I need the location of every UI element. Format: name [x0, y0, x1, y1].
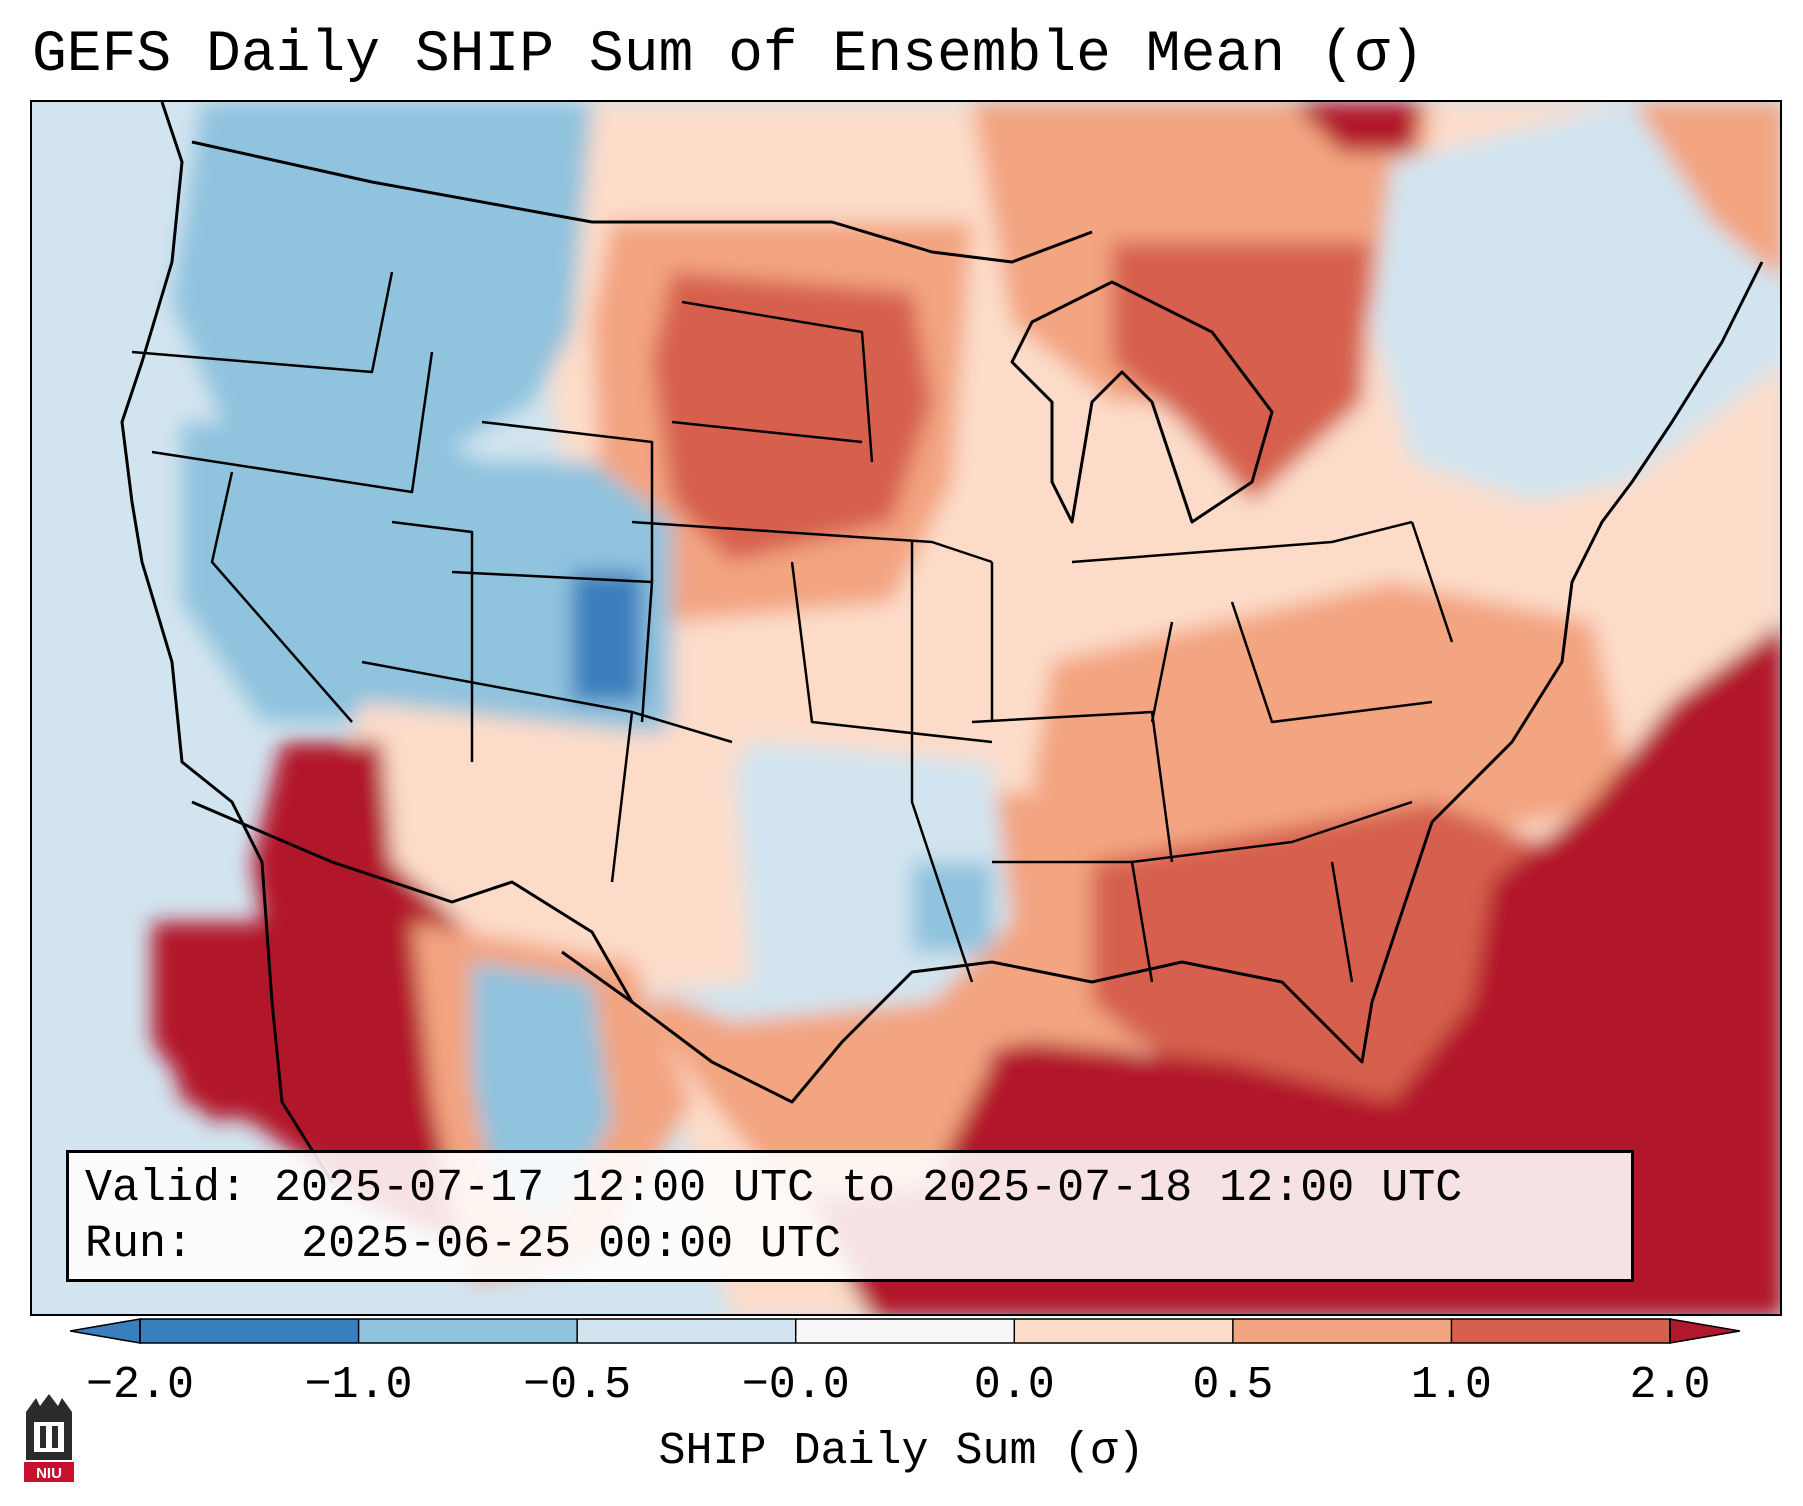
boundaries — [120, 102, 1764, 1183]
region-texas-south — [652, 962, 992, 1202]
gulf-coastline — [561, 821, 1434, 1104]
colorbar-tick-label: 0.0 — [973, 1360, 1055, 1411]
valid-label: Valid: — [85, 1163, 248, 1214]
colorbar-tick-label: −1.0 — [304, 1360, 413, 1411]
niu-logo-text: NIU — [36, 1465, 62, 1482]
colorbar-segment — [1014, 1319, 1234, 1343]
region-gulf-atlantic — [792, 624, 1780, 1314]
colorbar-label: SHIP Daily Sum (σ) — [658, 1426, 1145, 1477]
region-mexico-red — [152, 742, 512, 1242]
colorbar-tick-label: 1.0 — [1410, 1360, 1492, 1411]
colorbar-extend-high — [1669, 1318, 1740, 1344]
niu-logo-icon: NIU — [24, 1394, 74, 1482]
colorbar-segment — [1232, 1319, 1452, 1343]
colorbar-extend-low — [70, 1318, 141, 1344]
region-baja-offshore — [152, 922, 292, 1122]
region-texas-blue-spot — [912, 862, 992, 952]
great-lakes-outline — [1010, 280, 1274, 524]
colorbar-segment — [577, 1319, 797, 1343]
info-box: Valid: 2025-07-17 12:00 UTC to 2025-07-1… — [66, 1150, 1634, 1282]
run-label: Run: — [85, 1219, 194, 1270]
region-atlantic-canada — [1632, 102, 1780, 279]
region-new-england — [1372, 102, 1780, 502]
region-colorado-dark — [572, 572, 642, 702]
us-canada-border — [191, 140, 1093, 264]
map-panel — [30, 100, 1782, 1316]
shading-layer — [152, 102, 1780, 1314]
mexico-border — [191, 800, 634, 1003]
colorbar-tick-label: 2.0 — [1629, 1360, 1711, 1411]
colorbar-segment — [795, 1319, 1015, 1343]
colorbar-segments — [70, 1318, 1740, 1344]
colorbar-tick-label: −0.0 — [741, 1360, 850, 1411]
colorbar — [70, 1318, 1740, 1344]
region-ohio-valley — [1032, 582, 1632, 862]
colorbar-segment — [140, 1319, 360, 1343]
chart-title: GEFS Daily SHIP Sum of Ensemble Mean (σ) — [32, 23, 1425, 88]
colorbar-tick-label: 0.5 — [1192, 1360, 1274, 1411]
colorbar-tick-label: −0.5 — [523, 1360, 632, 1411]
map-canvas — [120, 102, 1780, 1314]
colorbar-segment — [358, 1319, 578, 1343]
colorbar-tick-label: −2.0 — [85, 1360, 195, 1411]
run-value: 2025-06-25 00:00 UTC — [301, 1219, 842, 1270]
region-hudson-red — [1292, 102, 1422, 152]
valid-value: 2025-07-17 12:00 UTC to 2025-07-18 12:00… — [274, 1163, 1463, 1214]
state-lines — [131, 271, 1454, 983]
atlantic-coastline — [1430, 261, 1764, 824]
pacific-coastline — [120, 102, 334, 1183]
region-pacific-northwest — [172, 102, 592, 482]
colorbar-segment — [1451, 1319, 1671, 1343]
region-dakota-red — [652, 272, 932, 562]
